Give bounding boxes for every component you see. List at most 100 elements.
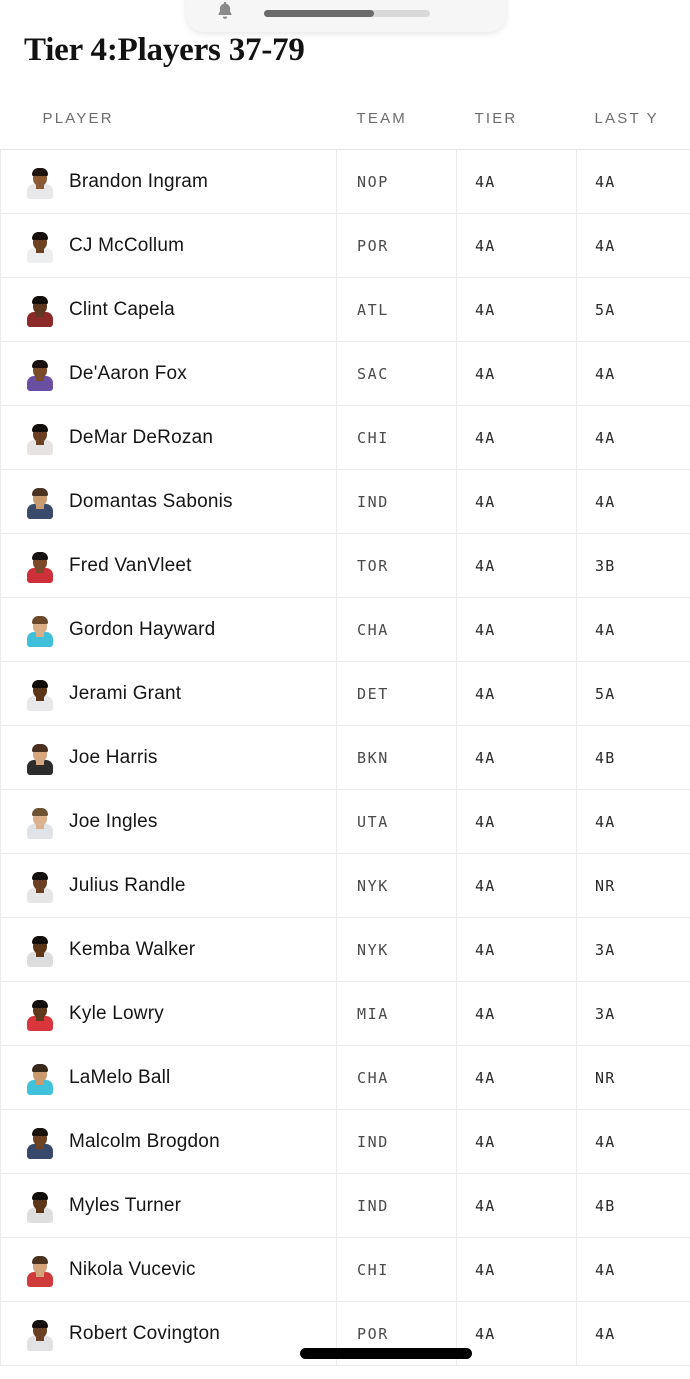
bell-icon[interactable] [214,0,236,22]
player-name: Domantas Sabonis [69,490,233,512]
player-name: De'Aaron Fox [69,362,187,384]
cell-team: BKN [336,725,457,790]
cell-tier: 4A [456,853,577,918]
player-cell: LaMelo Ball [25,1061,335,1095]
table-row[interactable]: Gordon Hayward CHA 4A 4A [0,597,690,662]
cell-last-year: 5A [576,277,690,342]
player-name: Myles Turner [69,1194,182,1216]
cell-tier: 4A [456,1173,577,1238]
table-row[interactable]: De'Aaron Fox SAC 4A 4A [0,341,690,406]
column-header-tier[interactable]: TIER [456,96,577,150]
table-row[interactable]: Myles Turner IND 4A 4B [0,1173,690,1238]
table-row[interactable]: Domantas Sabonis IND 4A 4A [0,469,690,534]
cell-team: UTA [336,789,457,854]
cell-player: CJ McCollum [0,213,337,278]
avatar [25,165,55,199]
cell-tier: 4A [456,917,577,982]
table-row[interactable]: Brandon Ingram NOP 4A 4A [0,149,690,214]
player-table: PLAYER TEAM TIER LAST Y Brandon Ingram NO… [0,96,690,1366]
cell-player: Julius Randle [0,853,337,918]
avatar [25,357,55,391]
table-row[interactable]: Malcolm Brogdon IND 4A 4A [0,1109,690,1174]
cell-tier: 4A [456,1237,577,1302]
cell-player: Myles Turner [0,1173,337,1238]
scrollbar-thumb[interactable] [264,10,374,17]
cell-last-year: 4A [576,597,690,662]
cell-player: Clint Capela [0,277,337,342]
cell-last-year: 4A [576,1109,690,1174]
cell-tier: 4A [456,533,577,598]
table-row[interactable]: LaMelo Ball CHA 4A NR [0,1045,690,1110]
player-name: Brandon Ingram [69,170,209,192]
player-cell: DeMar DeRozan [25,421,335,455]
column-header-player[interactable]: PLAYER [0,96,337,150]
cell-team: NOP [336,149,457,214]
cell-team: CHA [336,597,457,662]
cell-last-year: 3B [576,533,690,598]
player-table-container: PLAYER TEAM TIER LAST Y Brandon Ingram NO… [0,96,690,1366]
player-cell: De'Aaron Fox [25,357,335,391]
table-row[interactable]: Clint Capela ATL 4A 5A [0,277,690,342]
table-row[interactable]: Joe Ingles UTA 4A 4A [0,789,690,854]
table-row[interactable]: Joe Harris BKN 4A 4B [0,725,690,790]
avatar [25,229,55,263]
avatar [25,485,55,519]
avatar [25,1061,55,1095]
column-header-team[interactable]: TEAM [336,96,457,150]
player-cell: Domantas Sabonis [25,485,335,519]
player-cell: Myles Turner [25,1189,335,1223]
cell-player: Fred VanVleet [0,533,337,598]
cell-player: DeMar DeRozan [0,405,337,470]
table-row[interactable]: CJ McCollum POR 4A 4A [0,213,690,278]
cell-player: Malcolm Brogdon [0,1109,337,1174]
avatar [25,549,55,583]
player-name: Julius Randle [69,874,186,896]
player-name: CJ McCollum [69,234,185,256]
avatar [25,1317,55,1351]
cell-player: Domantas Sabonis [0,469,337,534]
avatar [25,293,55,327]
redaction-bar [300,1348,472,1359]
player-name: Clint Capela [69,298,175,320]
cell-tier: 4A [456,469,577,534]
cell-tier: 4A [456,149,577,214]
cell-player: Gordon Hayward [0,597,337,662]
scrollbar-track[interactable] [264,10,430,17]
player-cell: Fred VanVleet [25,549,335,583]
table-row[interactable]: Jerami Grant DET 4A 5A [0,661,690,726]
table-row[interactable]: Kemba Walker NYK 4A 3A [0,917,690,982]
cell-team: IND [336,1109,457,1174]
table-header: PLAYER TEAM TIER LAST Y [0,96,690,150]
cell-tier: 4A [456,213,577,278]
cell-player: Joe Harris [0,725,337,790]
cell-player: Robert Covington [0,1301,337,1366]
avatar [25,869,55,903]
avatar [25,677,55,711]
cell-player: Jerami Grant [0,661,337,726]
top-floating-bar [186,0,506,32]
cell-tier: 4A [456,1301,577,1366]
player-cell: Robert Covington [25,1317,335,1351]
column-header-last-year[interactable]: LAST Y [576,96,690,150]
cell-last-year: NR [576,853,690,918]
cell-team: CHA [336,1045,457,1110]
cell-tier: 4A [456,277,577,342]
table-row[interactable]: Nikola Vucevic CHI 4A 4A [0,1237,690,1302]
table-row[interactable]: DeMar DeRozan CHI 4A 4A [0,405,690,470]
cell-player: Nikola Vucevic [0,1237,337,1302]
table-row[interactable]: Julius Randle NYK 4A NR [0,853,690,918]
player-name: Malcolm Brogdon [69,1130,220,1152]
cell-last-year: 4A [576,405,690,470]
cell-last-year: 4A [576,149,690,214]
table-row[interactable]: Kyle Lowry MIA 4A 3A [0,981,690,1046]
player-cell: CJ McCollum [25,229,335,263]
table-row[interactable]: Fred VanVleet TOR 4A 3B [0,533,690,598]
avatar [25,421,55,455]
cell-team: POR [336,213,457,278]
cell-team: NYK [336,853,457,918]
cell-team: ATL [336,277,457,342]
avatar [25,933,55,967]
player-cell: Kyle Lowry [25,997,335,1031]
player-cell: Joe Ingles [25,805,335,839]
player-name: Joe Harris [69,746,158,768]
